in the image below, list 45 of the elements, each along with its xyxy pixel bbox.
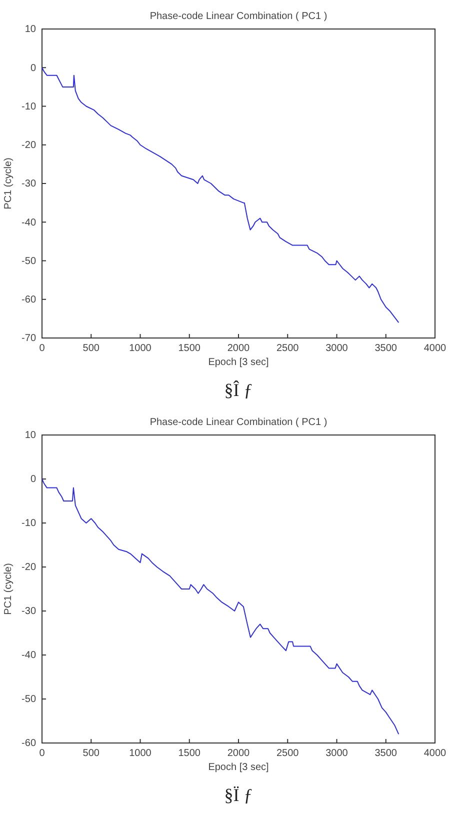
y-tick-label: -20 bbox=[22, 562, 36, 574]
chart-title: Phase-code Linear Combination ( PC1 ) bbox=[150, 417, 328, 428]
y-tick-label: -50 bbox=[22, 256, 36, 267]
y-tick-label: -60 bbox=[22, 738, 36, 750]
y-tick-label: -40 bbox=[22, 650, 36, 662]
y-tick-label: 0 bbox=[30, 474, 36, 486]
x-tick-label: 3500 bbox=[374, 343, 398, 354]
y-tick-label: -30 bbox=[22, 178, 36, 190]
y-tick-label: 10 bbox=[24, 430, 36, 442]
x-tick-label: 2500 bbox=[276, 343, 300, 354]
x-tick-label: 4000 bbox=[424, 343, 447, 354]
x-tick-label: 500 bbox=[82, 343, 100, 354]
x-tick-label: 1000 bbox=[129, 748, 152, 760]
x-tick-label: 1500 bbox=[178, 343, 201, 354]
y-tick-label: 0 bbox=[30, 62, 36, 74]
line-series bbox=[42, 478, 400, 735]
text: §Ï ƒ bbox=[224, 785, 253, 805]
y-tick-label: -20 bbox=[22, 140, 36, 152]
x-tick-label: 2500 bbox=[276, 748, 300, 760]
text: §Î ƒ bbox=[224, 380, 253, 400]
x-tick-label: 0 bbox=[39, 748, 46, 760]
x-tick-label: 3500 bbox=[374, 748, 398, 760]
y-tick-label: -10 bbox=[22, 101, 36, 112]
y-tick-label: -30 bbox=[22, 606, 36, 618]
x-tick-label: 2000 bbox=[227, 343, 250, 354]
y-tick-label: -10 bbox=[22, 518, 36, 530]
x-tick-label: 500 bbox=[82, 748, 100, 760]
y-tick-label: -70 bbox=[22, 333, 36, 344]
y-axis-title: PC1 (cycle) bbox=[3, 563, 14, 615]
chart-title: Phase-code Linear Combination ( PC1 ) bbox=[150, 11, 328, 22]
x-tick-label: 1500 bbox=[178, 748, 201, 760]
y-axis-title: PC1 (cycle) bbox=[3, 158, 14, 210]
x-axis-title: Epoch [3 sec] bbox=[208, 357, 270, 368]
line-series bbox=[42, 67, 400, 324]
x-tick-label: 4000 bbox=[424, 748, 447, 760]
x-tick-label: 3000 bbox=[326, 748, 348, 760]
x-tick-label: 2000 bbox=[227, 748, 250, 760]
x-tick-label: 3000 bbox=[326, 343, 348, 354]
y-tick-label: -50 bbox=[22, 694, 36, 706]
y-tick-label: 10 bbox=[24, 24, 36, 36]
x-tick-label: 0 bbox=[39, 343, 46, 354]
x-tick-label: 1000 bbox=[129, 343, 152, 354]
x-axis-title: Epoch [3 sec] bbox=[208, 762, 270, 773]
y-tick-label: -40 bbox=[22, 217, 36, 228]
y-tick-label: -60 bbox=[22, 294, 36, 306]
